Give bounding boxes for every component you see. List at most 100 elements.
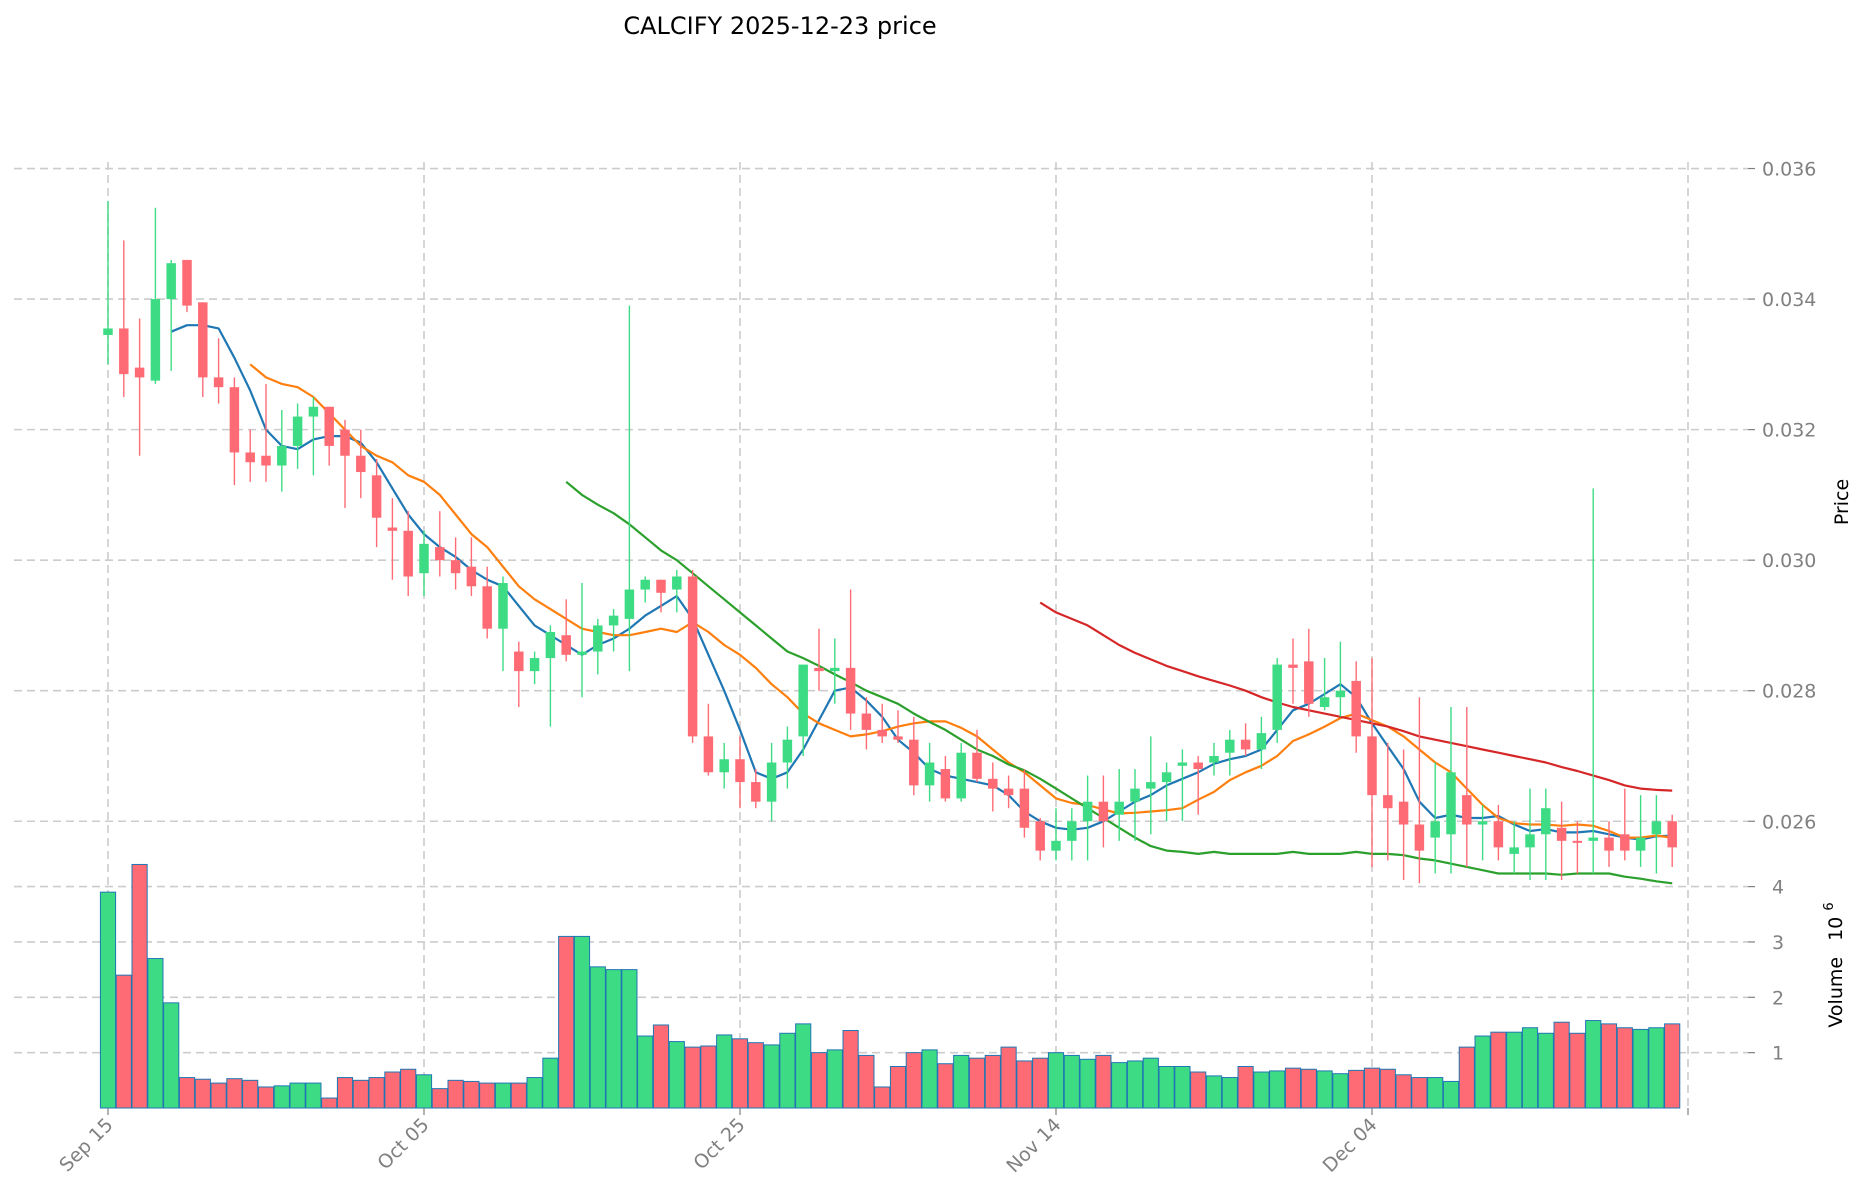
volume-bar bbox=[1521, 1027, 1539, 1109]
candle-body bbox=[403, 530, 413, 577]
volume-bar bbox=[257, 1086, 275, 1109]
candle-body bbox=[1367, 736, 1377, 796]
volume-bar bbox=[1174, 1065, 1191, 1109]
candle-body bbox=[1525, 834, 1535, 848]
candle-body bbox=[119, 328, 129, 375]
volume-bar bbox=[1553, 1021, 1570, 1109]
volume-bar bbox=[984, 1054, 1001, 1109]
volume-bar bbox=[1284, 1067, 1302, 1109]
volume-bar bbox=[336, 1077, 354, 1109]
volume-bar bbox=[1616, 1027, 1633, 1109]
moving-average-ma5 bbox=[170, 324, 1673, 841]
candle-body bbox=[1114, 801, 1124, 815]
candle-body bbox=[1240, 739, 1251, 750]
candle-body bbox=[419, 543, 429, 574]
volume-bar bbox=[668, 1041, 685, 1109]
volume-bar bbox=[700, 1045, 717, 1109]
candle-body bbox=[1635, 837, 1646, 851]
candle-body bbox=[1477, 821, 1488, 825]
candle-body bbox=[371, 475, 382, 518]
volume-bar bbox=[384, 1071, 401, 1109]
volume-bars bbox=[99, 863, 1681, 1109]
volume-bar bbox=[1111, 1062, 1128, 1109]
candle-body bbox=[1383, 795, 1393, 809]
volume-bar bbox=[1427, 1077, 1444, 1109]
volume-bar bbox=[542, 1057, 559, 1109]
volume-bar bbox=[874, 1086, 891, 1109]
x-tick-label: Sep 15 bbox=[55, 1114, 117, 1176]
candle-body bbox=[672, 576, 682, 590]
candle-body bbox=[292, 416, 303, 446]
price-tick-label: 0.036 bbox=[1762, 159, 1816, 181]
chart-title: CALCIFY 2025-12-23 price bbox=[623, 12, 936, 40]
candle-body bbox=[766, 762, 777, 802]
candle-body bbox=[577, 651, 587, 655]
volume-bar bbox=[747, 1042, 764, 1109]
volume-bar bbox=[779, 1032, 796, 1109]
volume-bar bbox=[621, 969, 638, 1109]
volume-bar bbox=[826, 1049, 843, 1109]
volume-bar bbox=[953, 1054, 970, 1109]
candle-body bbox=[1209, 755, 1219, 763]
volume-bar bbox=[1158, 1065, 1175, 1109]
candle-body bbox=[624, 589, 635, 619]
candle-body bbox=[1272, 664, 1282, 730]
candle-body bbox=[261, 455, 271, 466]
axes: 0.026 0.028 0.030 0.032 0.034 0.036 1 2 3 4 Sep 15… bbox=[55, 159, 1816, 1178]
volume-bar bbox=[1047, 1052, 1065, 1109]
x-tick-label: Oct 05 bbox=[373, 1114, 433, 1174]
candle-body bbox=[1604, 837, 1614, 851]
volume-bar bbox=[1506, 1031, 1523, 1109]
volume-bar bbox=[510, 1082, 527, 1109]
candle-body bbox=[1177, 762, 1188, 766]
candle-body bbox=[1541, 808, 1551, 835]
volume-bar bbox=[889, 1065, 907, 1109]
volume-bar bbox=[1126, 1060, 1144, 1109]
volume-bar bbox=[605, 969, 622, 1109]
volume-bar bbox=[431, 1088, 448, 1109]
candle-body bbox=[1351, 680, 1361, 737]
volume-bar bbox=[494, 1082, 512, 1109]
volume-bar bbox=[1474, 1035, 1491, 1109]
price-tick-label: 0.030 bbox=[1762, 550, 1816, 572]
volume-bar bbox=[463, 1080, 480, 1109]
candle-body bbox=[640, 579, 650, 590]
candle-body bbox=[703, 736, 714, 773]
volume-bar bbox=[400, 1068, 417, 1109]
volume-bar bbox=[226, 1078, 243, 1109]
volume-bar bbox=[1585, 1020, 1602, 1109]
volume-bar bbox=[242, 1079, 259, 1109]
volume-bar bbox=[1348, 1069, 1365, 1109]
volume-tick-label: 2 bbox=[1772, 987, 1784, 1009]
candle-body bbox=[1667, 821, 1677, 848]
candle-body bbox=[1651, 821, 1662, 835]
candle-body bbox=[1509, 847, 1519, 854]
candle-body bbox=[498, 583, 508, 629]
volume-bar bbox=[1395, 1074, 1412, 1109]
candle-body bbox=[1430, 821, 1440, 838]
candle-body bbox=[593, 625, 603, 652]
volume-bar bbox=[194, 1078, 211, 1109]
volume-tick-label: 4 bbox=[1772, 877, 1784, 899]
candle-body bbox=[1572, 840, 1583, 843]
volume-bar bbox=[147, 958, 164, 1109]
volume-axis-title: Volume 10 6 bbox=[1822, 902, 1847, 1027]
volume-bar bbox=[1221, 1077, 1238, 1109]
candle-body bbox=[1146, 782, 1156, 789]
moving-average-ma10 bbox=[249, 363, 1673, 839]
volume-bar bbox=[558, 935, 575, 1109]
candle-body bbox=[356, 455, 366, 473]
volume-bar bbox=[763, 1044, 780, 1109]
candle-body bbox=[940, 769, 951, 799]
volume-bar bbox=[352, 1079, 369, 1109]
volume-bar bbox=[1379, 1068, 1396, 1109]
volume-bar bbox=[178, 1077, 196, 1109]
volume-bar bbox=[115, 974, 132, 1109]
volume-bar bbox=[1205, 1075, 1223, 1109]
volume-bar bbox=[1032, 1057, 1049, 1109]
volume-bar bbox=[968, 1057, 986, 1109]
candle-body bbox=[308, 406, 319, 417]
candle-body bbox=[1462, 795, 1472, 825]
candle-body bbox=[182, 259, 192, 306]
volume-bar bbox=[1600, 1023, 1618, 1109]
